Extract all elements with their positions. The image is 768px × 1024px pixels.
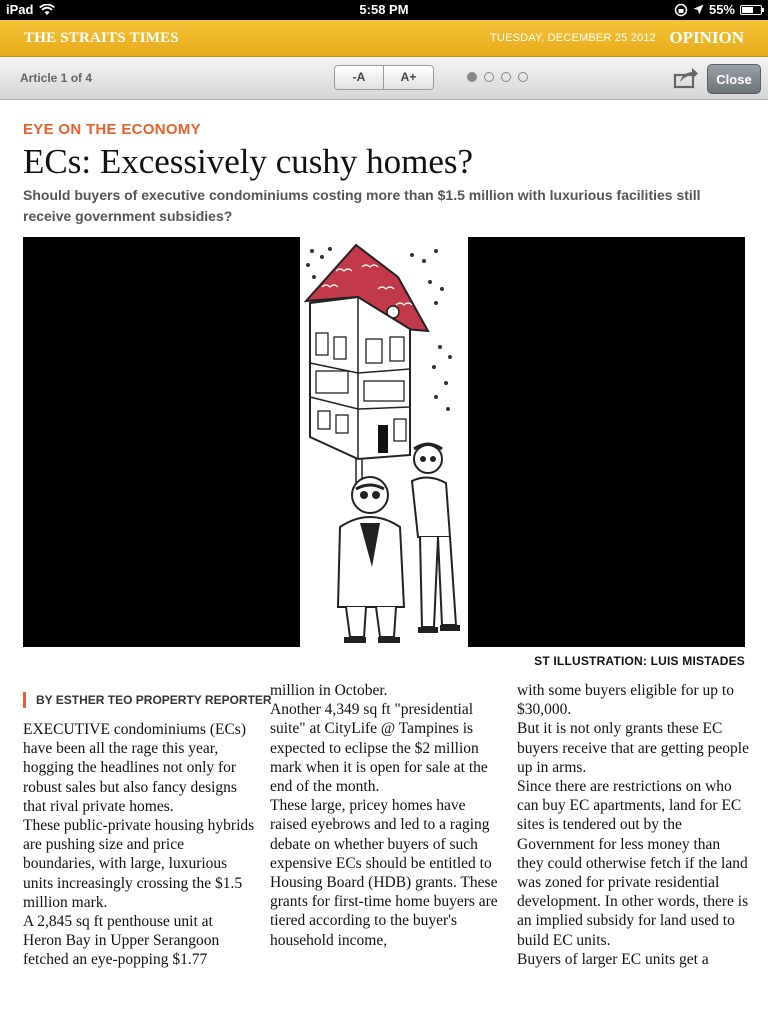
page-dot-2[interactable] bbox=[484, 72, 494, 82]
decrease-font-button[interactable]: -A bbox=[334, 65, 384, 90]
rotation-lock-icon bbox=[674, 3, 688, 16]
paragraph: But it is not only grants these EC buyer… bbox=[517, 720, 749, 776]
masthead: THE STRAITS TIMES TUESDAY, DECEMBER 25 2… bbox=[0, 20, 768, 57]
article-column-3: with some buyers eligible for up to $30,… bbox=[517, 681, 749, 969]
paragraph: Buyers of larger EC units get a bbox=[517, 950, 709, 968]
bottom-fade bbox=[0, 1004, 768, 1024]
section-title: OPINION bbox=[669, 28, 744, 47]
battery-percent: 55% bbox=[708, 2, 735, 17]
font-size-control: -A A+ bbox=[334, 65, 434, 90]
paragraph: with some buyers eligible for up to $30,… bbox=[517, 682, 734, 719]
paragraph: Since there are restrictions on who can … bbox=[517, 778, 749, 949]
paragraph: These public-private housing hybrids are… bbox=[23, 817, 255, 911]
article-column-2: million in October. Another 4,349 sq ft … bbox=[270, 681, 502, 950]
page-dot-4[interactable] bbox=[518, 72, 528, 82]
location-arrow-icon bbox=[693, 4, 704, 15]
paragraph: million in October. bbox=[270, 682, 388, 699]
brand-logo: THE STRAITS TIMES bbox=[24, 30, 179, 46]
article-counter: Article 1 of 4 bbox=[20, 71, 93, 85]
page-indicator[interactable] bbox=[467, 72, 528, 82]
status-time: 5:58 PM bbox=[359, 2, 409, 17]
paragraph: Another 4,349 sq ft "presidential suite"… bbox=[270, 701, 488, 796]
paragraph: These large, pricey homes have raised ey… bbox=[270, 797, 498, 949]
paragraph: A 2,845 sq ft penthouse unit at Heron Ba… bbox=[23, 913, 220, 969]
illustration-caption: ST ILLUSTRATION: LUIS MISTADES bbox=[534, 654, 745, 668]
article-standfirst: Should buyers of executive condominiums … bbox=[23, 187, 701, 224]
page-dot-1[interactable] bbox=[467, 72, 477, 82]
page-dot-3[interactable] bbox=[501, 72, 511, 82]
share-icon[interactable] bbox=[673, 66, 699, 90]
close-button[interactable]: Close bbox=[707, 64, 761, 94]
reader-toolbar: Article 1 of 4 -A A+ Close bbox=[0, 57, 768, 100]
paragraph: EXECUTIVE condominiums (ECs) have been a… bbox=[23, 721, 247, 815]
device-label: iPad bbox=[6, 2, 34, 17]
battery-icon bbox=[740, 4, 764, 15]
masthead-date: TUESDAY, DECEMBER 25 2012 bbox=[490, 32, 656, 44]
status-bar: iPad 5:58 PM 55% bbox=[0, 0, 768, 20]
article-illustration bbox=[23, 237, 745, 647]
article-byline: BY ESTHER TEO PROPERTY REPORTER bbox=[23, 692, 272, 708]
article-kicker: EYE ON THE ECONOMY bbox=[23, 121, 201, 138]
article-column-1: EXECUTIVE condominiums (ECs) have been a… bbox=[23, 720, 255, 970]
article-headline: ECs: Excessively cushy homes? bbox=[23, 142, 474, 181]
illustration-house-and-men bbox=[300, 237, 468, 647]
wifi-icon bbox=[39, 3, 56, 15]
increase-font-button[interactable]: A+ bbox=[384, 65, 434, 90]
